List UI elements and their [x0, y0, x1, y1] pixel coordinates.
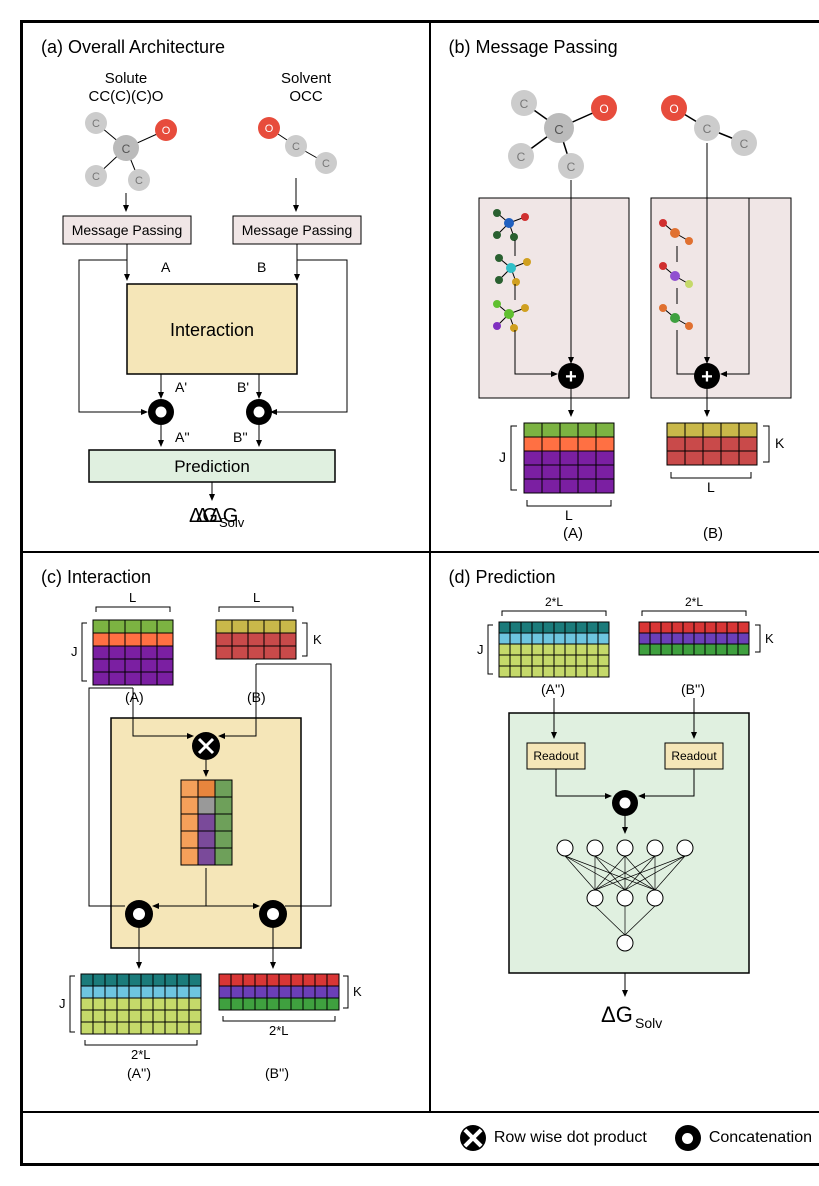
- legend-dot-label: Row wise dot product: [494, 1129, 647, 1147]
- panel-b-title: (b) Message Passing: [449, 37, 819, 58]
- svg-text:C: C: [519, 97, 528, 111]
- svg-text:Solv: Solv: [219, 515, 245, 530]
- svg-text:C: C: [702, 122, 711, 136]
- svg-text:J: J: [477, 642, 484, 657]
- panel-a-svg: Solute CC(C)(C)O Solvent OCC C C C C O O…: [41, 68, 401, 528]
- svg-text:O: O: [599, 102, 608, 116]
- solute-molecule: C C C C O: [85, 112, 177, 191]
- solvent-molecule: O C C: [258, 117, 337, 174]
- svg-text:L: L: [253, 590, 260, 605]
- svg-text:C: C: [135, 175, 143, 187]
- svg-text:2*L: 2*L: [545, 595, 563, 609]
- svg-text:Solute: Solute: [105, 70, 148, 87]
- svg-text:O: O: [265, 123, 274, 135]
- panel-b: (b) Message Passing C C C C O O C C: [430, 22, 819, 552]
- panel-c-svg: L J (A) L K (B): [41, 598, 401, 1088]
- svg-text:L: L: [129, 590, 136, 605]
- panel-d: (d) Prediction 2*L J (A'') 2*L K (B''): [430, 552, 819, 1112]
- legend-concat-label: Concatenation: [709, 1129, 812, 1147]
- panel-a-title: (a) Overall Architecture: [41, 37, 411, 58]
- panel-d-title: (d) Prediction: [449, 567, 819, 588]
- svg-text:C: C: [92, 171, 100, 183]
- svg-text:K: K: [353, 984, 362, 999]
- svg-text:CC(C)(C)O: CC(C)(C)O: [89, 88, 164, 105]
- svg-text:O: O: [669, 102, 678, 116]
- svg-text:C: C: [566, 160, 575, 174]
- legend-concat: Concatenation: [675, 1125, 812, 1151]
- matrix-A: [524, 423, 614, 493]
- svg-text:Readout: Readout: [671, 749, 717, 763]
- svg-text:(A''): (A''): [541, 681, 565, 697]
- svg-text:J: J: [499, 449, 506, 465]
- svg-text:(B''): (B''): [265, 1065, 289, 1081]
- svg-text:J: J: [59, 996, 66, 1011]
- svg-text:C: C: [92, 118, 100, 130]
- svg-text:C: C: [122, 142, 131, 156]
- svg-text:K: K: [775, 435, 785, 451]
- svg-text:2*L: 2*L: [131, 1047, 151, 1062]
- concat-icon: [675, 1125, 701, 1151]
- matrix-B: [667, 423, 757, 465]
- svg-text:C: C: [322, 158, 330, 170]
- svg-text:C: C: [554, 122, 563, 137]
- svg-text:+: +: [701, 366, 713, 388]
- svg-text:2*L: 2*L: [269, 1023, 289, 1038]
- figure-container: (a) Overall Architecture Solute CC(C)(C)…: [20, 20, 819, 1166]
- panel-c-title: (c) Interaction: [41, 567, 411, 588]
- svg-text:(A): (A): [563, 525, 583, 542]
- svg-text:ΔG: ΔG: [601, 1002, 633, 1027]
- svg-text:ΔG: ΔG: [189, 505, 218, 527]
- svg-text:L: L: [707, 479, 715, 495]
- svg-text:Interaction: Interaction: [170, 320, 254, 340]
- svg-text:B: B: [257, 259, 266, 275]
- legend: Row wise dot product Concatenation: [22, 1112, 819, 1164]
- panel-b-svg: C C C C O O C C: [449, 68, 809, 528]
- svg-text:+: +: [565, 366, 577, 388]
- svg-text:B'': B'': [233, 429, 248, 445]
- svg-text:C: C: [292, 141, 300, 153]
- svg-text:2*L: 2*L: [685, 595, 703, 609]
- svg-text:Message Passing: Message Passing: [72, 222, 183, 238]
- svg-text:A'': A'': [175, 429, 190, 445]
- svg-text:K: K: [765, 631, 774, 646]
- svg-text:K: K: [313, 632, 322, 647]
- svg-text:O: O: [162, 125, 171, 137]
- svg-text:Solv: Solv: [635, 1015, 662, 1031]
- svg-text:Solvent: Solvent: [281, 70, 332, 87]
- svg-text:A': A': [175, 379, 187, 395]
- svg-text:Prediction: Prediction: [174, 457, 250, 476]
- svg-text:(B): (B): [703, 525, 723, 542]
- panel-a: (a) Overall Architecture Solute CC(C)(C)…: [22, 22, 430, 552]
- svg-text:Readout: Readout: [533, 749, 579, 763]
- dot-product-icon: [460, 1125, 486, 1151]
- svg-text:(A''): (A''): [127, 1065, 151, 1081]
- svg-text:C: C: [739, 137, 748, 151]
- svg-text:(A): (A): [125, 689, 144, 705]
- svg-text:Message Passing: Message Passing: [242, 222, 353, 238]
- svg-text:L: L: [565, 507, 573, 523]
- svg-text:A: A: [161, 259, 171, 275]
- legend-dot-product: Row wise dot product: [460, 1125, 647, 1151]
- svg-text:OCC: OCC: [289, 88, 323, 105]
- svg-text:J: J: [71, 644, 78, 659]
- panel-d-svg: 2*L J (A'') 2*L K (B'') Readout Readout: [449, 598, 809, 1088]
- panel-c: (c) Interaction L J (A) L K (B): [22, 552, 430, 1112]
- svg-text:C: C: [516, 150, 525, 164]
- svg-text:(B''): (B''): [681, 681, 705, 697]
- svg-text:B': B': [237, 379, 249, 395]
